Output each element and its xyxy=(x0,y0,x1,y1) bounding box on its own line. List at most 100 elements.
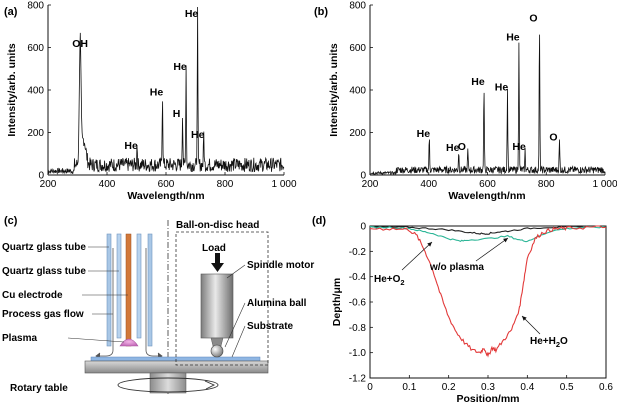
series-label-he-o2: He+O2 xyxy=(374,274,405,287)
label-spindle-motor: Spindle motor xyxy=(247,260,314,271)
series-labels-d: w/o plasma He+O2 He+H2O xyxy=(374,237,568,349)
series-label-he-h2o: He+H2O xyxy=(530,336,568,349)
x-tick-label: 0.1 xyxy=(402,382,416,393)
y-tick-label: -1.2 xyxy=(349,374,367,385)
y-tick-label: -0.8 xyxy=(349,323,367,334)
peak-label-he: He xyxy=(417,128,431,140)
peak-label-he: He xyxy=(173,61,187,73)
panel-label-b: (b) xyxy=(314,6,328,18)
peak-label-he: He xyxy=(124,140,138,152)
substrate-layer xyxy=(90,356,261,362)
x-tick-label: 800 xyxy=(538,179,555,190)
y-tick-label: -0.6 xyxy=(349,298,367,309)
y-tick-label: -1.0 xyxy=(349,348,367,359)
pointer-he-o2 xyxy=(401,241,433,271)
peak-label-oh: OH xyxy=(72,38,88,50)
x-tick-label: 0.6 xyxy=(599,382,613,393)
y-tick-label: 800 xyxy=(349,1,366,12)
peak-label-he: He xyxy=(512,141,526,153)
label-cu-electrode: Cu electrode xyxy=(2,290,63,301)
y-tick-label: -0.2 xyxy=(349,247,367,258)
series-he-h2o xyxy=(369,225,607,358)
x-tick-label: 600 xyxy=(158,179,175,190)
quartz-tube-outer xyxy=(106,233,153,347)
axis-ticks-d: 0 0.1 0.2 0.3 0.4 0.5 0.6 0 -0.2 -0.4 -0.6 -0.8 -1.0… xyxy=(349,222,614,394)
y-axis-label-d: Depth/μm xyxy=(331,278,343,326)
x-tick-label: 0.4 xyxy=(520,382,534,393)
y-tick-label: 600 xyxy=(27,43,44,54)
plot-frame-a xyxy=(47,5,284,176)
depth-profile-chart: (d) 0 0.1 0.2 0.3 0.4 0.5 0.6 0 -0.2 -0.4 -0.6 -0.8… xyxy=(312,215,613,405)
label-plasma: Plasma xyxy=(2,333,37,344)
x-axis-label-a: Wavelength/nm xyxy=(127,190,204,202)
spindle-motor xyxy=(200,273,234,339)
label-process-gas-flow: Process gas flow xyxy=(2,309,84,320)
panel-label-c: (c) xyxy=(4,215,18,227)
label-quartz-tube-1: Quartz glass tube xyxy=(2,242,86,253)
y-tick-label: 200 xyxy=(27,128,44,139)
x-tick-label: 0.5 xyxy=(560,382,574,393)
x-tick-label: 200 xyxy=(362,179,379,190)
spectrum-line-b xyxy=(369,34,606,176)
leader-lines xyxy=(67,246,246,358)
cu-electrode xyxy=(125,233,132,347)
panel-label-d: (d) xyxy=(312,215,326,227)
ball-holder xyxy=(210,337,224,347)
y-tick-label: 0 xyxy=(360,171,366,182)
label-substrate: Substrate xyxy=(247,321,294,332)
x-axis-label-d: Position/mm xyxy=(456,393,519,405)
series-label-wo-plasma: w/o plasma xyxy=(429,262,484,273)
x-tick-label: 400 xyxy=(420,179,437,190)
label-alumina-ball: Alumina ball xyxy=(247,298,307,309)
plasma-icon xyxy=(119,338,139,347)
x-tick-label: 0 xyxy=(367,382,373,393)
plot-frame-b xyxy=(369,5,605,176)
alumina-ball-icon xyxy=(210,344,224,358)
x-tick-label: 200 xyxy=(40,179,57,190)
label-quartz-tube-2: Quartz glass tube xyxy=(2,266,86,277)
x-tick-label: 800 xyxy=(217,179,234,190)
y-tick-label: 400 xyxy=(349,86,366,97)
x-tick-label: 600 xyxy=(479,179,496,190)
y-axis-label-b: Intensity/arb. units xyxy=(328,43,340,137)
peak-labels-a: OH He He H He He He xyxy=(72,8,204,152)
x-tick-label: 0.2 xyxy=(442,382,456,393)
quartz-tube-inner xyxy=(116,233,142,339)
peak-label-he: He xyxy=(150,87,164,99)
peak-label-o: O xyxy=(458,141,466,153)
y-tick-label: -0.4 xyxy=(349,272,367,283)
y-tick-label: 0 xyxy=(360,222,366,233)
x-tick-label: 0.3 xyxy=(481,382,495,393)
peak-label-he: He xyxy=(495,81,509,93)
y-tick-label: 400 xyxy=(27,86,44,97)
pointer-head-wo-plasma xyxy=(503,238,508,243)
load-arrow-icon xyxy=(211,253,224,272)
y-tick-label: 0 xyxy=(38,171,44,182)
rotary-table xyxy=(84,360,269,374)
peak-label-o: O xyxy=(549,131,557,143)
y-axis-label-a: Intensity/arb. units xyxy=(6,43,18,137)
peak-label-he: He xyxy=(185,8,199,20)
series-w-o-plasma xyxy=(369,225,607,235)
x-axis-label-b: Wavelength/nm xyxy=(448,190,525,202)
peak-label-o: O xyxy=(529,12,537,24)
peak-label-h: H xyxy=(173,108,181,120)
peak-label-he: He xyxy=(471,76,485,88)
label-load: Load xyxy=(202,243,226,254)
panel-label-a: (a) xyxy=(4,6,18,18)
rotary-shaft xyxy=(149,372,187,394)
x-tick-label: 1 000 xyxy=(271,179,296,190)
rotation-arrow xyxy=(117,377,219,393)
peak-label-he: He xyxy=(506,31,520,43)
spectrum-line-a xyxy=(47,6,285,175)
pointer-head-he-h2o xyxy=(522,316,527,321)
peak-label-he: He xyxy=(446,142,460,154)
peak-label-he: He xyxy=(191,129,205,141)
rotation-arrow-head xyxy=(204,380,216,390)
pointer-wo-plasma xyxy=(475,237,509,262)
